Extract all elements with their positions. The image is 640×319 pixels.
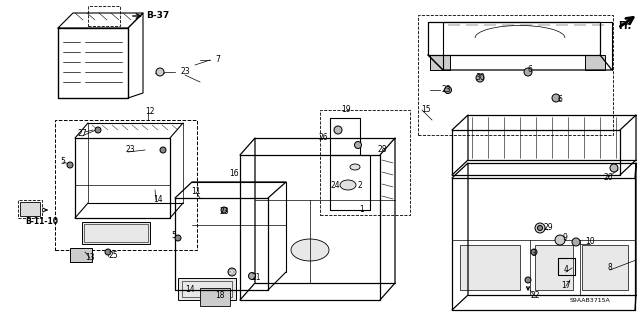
Text: B-37: B-37 (147, 11, 170, 20)
Bar (460, 245, 520, 290)
Bar (418, 15, 613, 135)
Text: 23: 23 (441, 85, 451, 94)
Text: 17: 17 (561, 280, 571, 290)
Circle shape (355, 142, 362, 149)
Text: 6: 6 (557, 95, 563, 105)
Circle shape (175, 235, 181, 241)
Text: 7: 7 (216, 56, 220, 64)
Circle shape (334, 126, 342, 134)
Circle shape (160, 147, 166, 153)
Text: 25: 25 (108, 251, 118, 261)
Text: 5: 5 (61, 158, 65, 167)
Text: 21: 21 (252, 273, 260, 283)
Text: 19: 19 (341, 106, 351, 115)
Text: 30: 30 (475, 72, 485, 81)
Bar (182, 281, 232, 297)
Text: 28: 28 (377, 145, 387, 154)
Text: 18: 18 (215, 291, 225, 300)
Circle shape (156, 68, 164, 76)
Text: Fr.: Fr. (618, 21, 632, 31)
Circle shape (538, 226, 543, 231)
Bar (20, 202, 40, 216)
Bar (178, 278, 236, 300)
Bar (582, 245, 628, 290)
Text: 26: 26 (318, 133, 328, 143)
Circle shape (531, 249, 537, 255)
Bar (320, 110, 410, 215)
Text: 20: 20 (228, 270, 236, 275)
Text: 1: 1 (360, 205, 364, 214)
Text: 15: 15 (421, 106, 431, 115)
Ellipse shape (340, 180, 356, 190)
Text: 27: 27 (77, 130, 87, 138)
Text: B-11-10: B-11-10 (26, 218, 58, 226)
Text: 6: 6 (527, 65, 532, 75)
Text: 23: 23 (219, 207, 229, 217)
Circle shape (221, 207, 227, 213)
Text: 11: 11 (191, 188, 201, 197)
Circle shape (524, 68, 532, 76)
Text: 2: 2 (358, 182, 362, 190)
Circle shape (552, 94, 560, 102)
Bar (88, 6, 120, 26)
Text: 8: 8 (607, 263, 612, 272)
Circle shape (610, 164, 618, 172)
Text: 5: 5 (172, 231, 177, 240)
Text: 14: 14 (185, 285, 195, 293)
Bar (585, 55, 605, 70)
Text: 12: 12 (145, 108, 155, 116)
Circle shape (67, 162, 73, 168)
Bar (55, 120, 197, 250)
Circle shape (248, 272, 255, 279)
Text: 23: 23 (125, 145, 135, 154)
Text: 24: 24 (330, 182, 340, 190)
Bar (430, 55, 450, 70)
Circle shape (445, 86, 451, 93)
Circle shape (228, 268, 236, 276)
Circle shape (476, 74, 484, 82)
Circle shape (525, 277, 531, 283)
Text: 22: 22 (531, 292, 540, 300)
Text: 26: 26 (603, 173, 613, 182)
Ellipse shape (350, 164, 360, 170)
Text: 9: 9 (563, 234, 568, 242)
Bar (18, 200, 42, 218)
Circle shape (95, 127, 101, 133)
Bar (535, 245, 573, 290)
Circle shape (105, 249, 111, 255)
Text: 3: 3 (532, 249, 536, 258)
Circle shape (572, 238, 580, 246)
Circle shape (555, 235, 565, 245)
Bar (200, 288, 230, 306)
Text: 29: 29 (543, 224, 553, 233)
Bar (82, 222, 150, 244)
Text: 4: 4 (564, 265, 568, 275)
Text: 23: 23 (180, 68, 190, 77)
Text: 13: 13 (85, 254, 95, 263)
Circle shape (535, 223, 545, 233)
Text: 10: 10 (585, 238, 595, 247)
Bar (70, 248, 92, 262)
Text: S9AAB3715A: S9AAB3715A (570, 298, 611, 302)
Bar (84, 224, 148, 242)
Ellipse shape (291, 239, 329, 261)
Text: 14: 14 (153, 196, 163, 204)
Text: 16: 16 (229, 168, 239, 177)
